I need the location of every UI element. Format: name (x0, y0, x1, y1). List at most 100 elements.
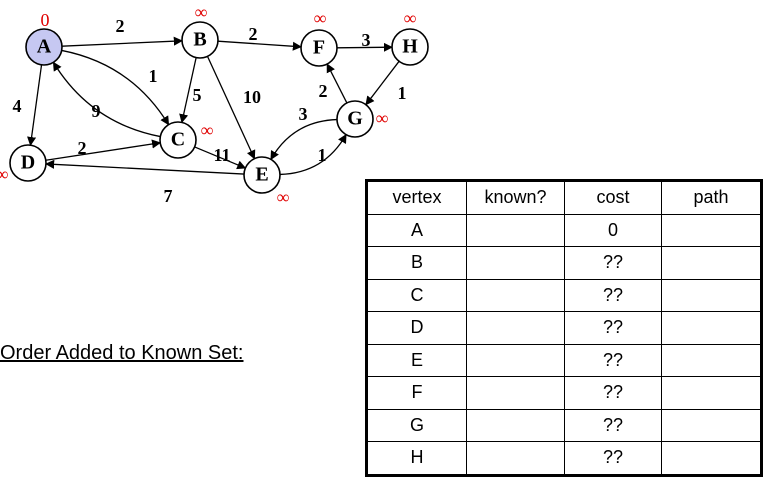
known-cell[interactable] (466, 343, 565, 377)
edge-h-g (365, 60, 400, 106)
edge-weight-label: 3 (299, 104, 308, 124)
header-vertex: vertex (366, 180, 467, 215)
path-cell[interactable] (661, 408, 762, 442)
cost-cell[interactable]: ?? (564, 311, 662, 345)
known-cell[interactable] (466, 213, 565, 247)
order-added-label: Order Added to Known Set: (0, 342, 244, 364)
path-cell[interactable] (661, 246, 762, 280)
distance-label: ∞ (376, 108, 389, 128)
edge-weight-label: 4 (13, 96, 22, 116)
node-circle (391, 28, 429, 66)
known-cell[interactable] (466, 246, 565, 280)
known-cell[interactable] (466, 376, 565, 410)
edge-a-d (27, 64, 43, 147)
vertex-cell: G (366, 408, 467, 442)
edge-weight-label: 11 (213, 145, 230, 165)
edge-weight-label: 10 (243, 87, 261, 107)
node-label: A (37, 36, 52, 58)
node-circle (181, 21, 219, 59)
node-b: B∞ (181, 2, 219, 59)
table-row: B ?? (366, 246, 762, 280)
cost-cell[interactable]: ?? (564, 343, 662, 377)
vertex-cell: D (366, 311, 467, 345)
edge-e-d (45, 159, 245, 175)
node-circle (243, 156, 281, 194)
node-d: D∞ (0, 144, 47, 184)
node-circle (300, 29, 338, 67)
vertex-cell: H (366, 441, 467, 476)
edge-b-f (217, 40, 302, 51)
node-label: C (171, 129, 185, 151)
vertex-cell: F (366, 376, 467, 410)
known-cell[interactable] (466, 441, 565, 476)
table-row: D ?? (366, 311, 762, 345)
path-cell[interactable] (661, 213, 762, 247)
edge-g-f (326, 63, 348, 104)
edge-a-b (61, 36, 183, 47)
path-cell[interactable] (661, 376, 762, 410)
node-label: B (193, 29, 206, 51)
distance-label: ∞ (201, 120, 214, 140)
path-cell[interactable] (661, 278, 762, 312)
table-header-row: vertex known? cost path (366, 180, 762, 215)
node-label: F (313, 37, 325, 59)
node-label: E (255, 164, 268, 186)
table-row: F ?? (366, 376, 762, 410)
cost-cell[interactable]: ?? (564, 441, 662, 476)
node-circle (159, 121, 197, 159)
path-cell[interactable] (661, 441, 762, 476)
path-cell[interactable] (661, 343, 762, 377)
edge-a-c (61, 49, 170, 126)
edge-weight-label: 5 (193, 85, 202, 105)
known-cell[interactable] (466, 278, 565, 312)
edge-weight-label: 2 (249, 24, 258, 44)
distance-label: ∞ (314, 8, 327, 28)
edge-b-e (206, 56, 256, 160)
cost-cell[interactable]: 0 (564, 213, 662, 247)
distance-label: 0 (41, 10, 50, 30)
known-cell[interactable] (466, 311, 565, 345)
known-cell[interactable] (466, 408, 565, 442)
edge-c-e (194, 146, 247, 170)
edge-weight-label: 1 (149, 66, 158, 86)
vertex-cell: B (366, 246, 467, 280)
header-path: path (661, 180, 762, 215)
edge-weight-label: 2 (319, 81, 328, 101)
vertex-cell: E (366, 343, 467, 377)
header-cost: cost (564, 180, 662, 215)
node-label: H (402, 36, 418, 58)
node-c: C ∞ (159, 120, 214, 159)
table-row: G ?? (366, 408, 762, 442)
edge-weight-label: 3 (362, 30, 371, 50)
node-g: G ∞ (336, 100, 389, 138)
table-row: H ?? (366, 441, 762, 476)
node-circle (336, 100, 374, 138)
path-cell[interactable] (661, 311, 762, 345)
table-row: A 0 (366, 213, 762, 247)
table-row: C ?? (366, 278, 762, 312)
cost-cell[interactable]: ?? (564, 246, 662, 280)
edge-g-e (270, 118, 338, 161)
edge-f-h (336, 42, 393, 52)
edge-e-g (279, 133, 347, 176)
cost-cell[interactable]: ?? (564, 278, 662, 312)
nodes-layer: A0B∞F∞H∞C ∞G ∞D∞ E∞ (0, 2, 429, 207)
node-label: G (347, 108, 363, 130)
cost-cell[interactable]: ?? (564, 408, 662, 442)
edge-weight-label: 2 (78, 138, 87, 158)
node-f: F∞ (300, 8, 338, 67)
vertex-cell: A (366, 213, 467, 247)
distance-label: ∞ (0, 164, 9, 184)
distance-label: ∞ (277, 187, 290, 207)
node-h: H∞ (391, 8, 429, 66)
node-circle (9, 144, 47, 182)
edge-weight-label: 7 (164, 186, 173, 206)
cost-cell[interactable]: ?? (564, 376, 662, 410)
distance-label: ∞ (404, 8, 417, 28)
distance-label: ∞ (195, 2, 208, 22)
node-label: D (21, 152, 35, 174)
edge-weight-label: 9 (92, 101, 101, 121)
edge-weight-label: 1 (398, 83, 407, 103)
